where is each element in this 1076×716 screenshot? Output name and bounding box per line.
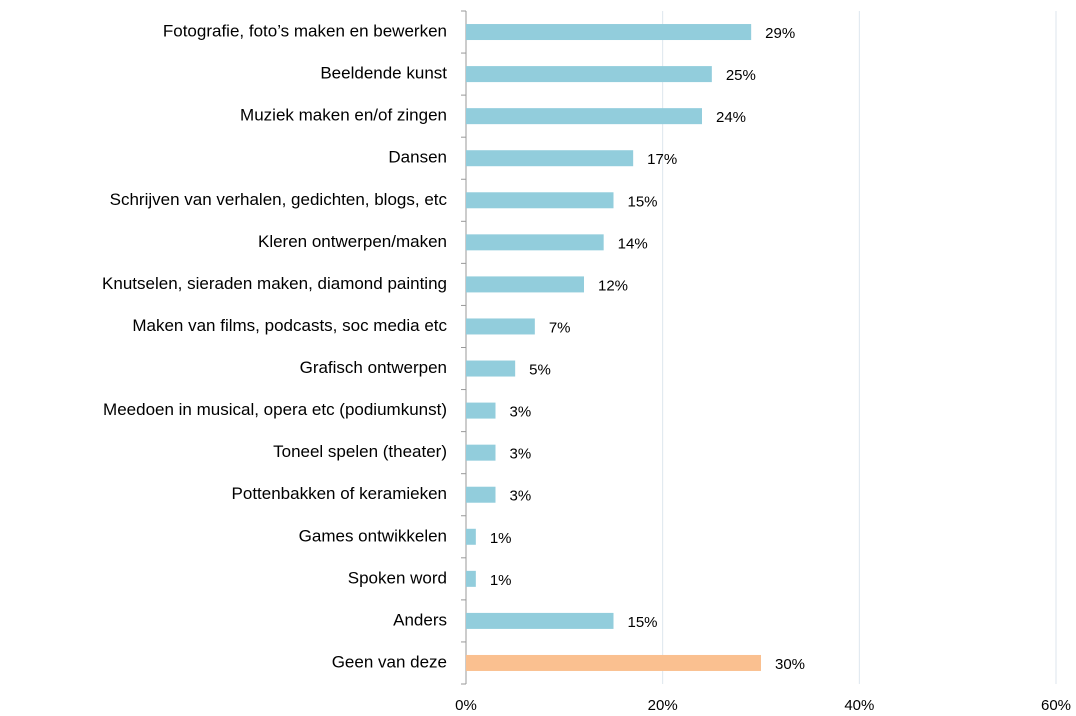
y-tick-label: Anders: [393, 610, 447, 629]
value-label: 29%: [765, 25, 795, 42]
x-tick-label: 0%: [455, 697, 477, 714]
value-label: 1%: [490, 572, 512, 589]
value-label: 3%: [510, 404, 532, 421]
y-tick-label: Knutselen, sieraden maken, diamond paint…: [102, 274, 447, 293]
bar: [466, 276, 584, 293]
value-label: 15%: [628, 193, 658, 210]
value-label: 17%: [647, 151, 677, 168]
bar: [466, 108, 702, 125]
bar: [466, 234, 604, 251]
y-tick-label: Maken van films, podcasts, soc media etc: [132, 316, 447, 335]
y-tick-label: Toneel spelen (theater): [273, 442, 447, 461]
y-tick-label: Schrijven van verhalen, gedichten, blogs…: [110, 190, 448, 209]
bar: [466, 318, 535, 335]
value-label: 3%: [510, 488, 532, 505]
value-label: 7%: [549, 319, 571, 336]
value-label: 12%: [598, 277, 628, 294]
y-tick-label: Geen van deze: [332, 652, 447, 671]
y-tick-label: Muziek maken en/of zingen: [240, 106, 447, 125]
y-tick-label: Pottenbakken of keramieken: [232, 484, 447, 503]
bar: [466, 402, 496, 419]
bar: [466, 192, 614, 209]
x-tick-label: 60%: [1041, 697, 1071, 714]
bar: [466, 66, 712, 83]
bar: [466, 570, 476, 587]
bar: [466, 612, 614, 629]
y-tick-label: Games ontwikkelen: [299, 526, 447, 545]
y-tick-label: Kleren ontwerpen/maken: [258, 232, 447, 251]
value-label: 15%: [628, 614, 658, 631]
x-tick-label: 20%: [648, 697, 678, 714]
value-label: 24%: [716, 109, 746, 126]
value-label: 30%: [775, 656, 805, 673]
bar: [466, 24, 752, 41]
bar: [466, 150, 634, 167]
y-tick-label: Meedoen in musical, opera etc (podiumkun…: [103, 400, 447, 419]
x-tick-label: 40%: [844, 697, 874, 714]
y-tick-label: Dansen: [388, 148, 447, 167]
bar: [466, 444, 496, 461]
y-tick-label: Fotografie, foto’s maken en bewerken: [163, 22, 447, 41]
bar: [466, 486, 496, 503]
value-label: 3%: [510, 446, 532, 463]
y-tick-label: Beeldende kunst: [320, 64, 447, 83]
value-label: 25%: [726, 67, 756, 84]
value-label: 1%: [490, 530, 512, 547]
value-label: 5%: [529, 362, 551, 379]
value-label: 14%: [618, 235, 648, 252]
bar: [466, 654, 761, 671]
bar: [466, 528, 476, 545]
y-tick-label: Spoken word: [348, 568, 447, 587]
bar: [466, 360, 516, 377]
y-tick-label: Grafisch ontwerpen: [300, 358, 447, 377]
